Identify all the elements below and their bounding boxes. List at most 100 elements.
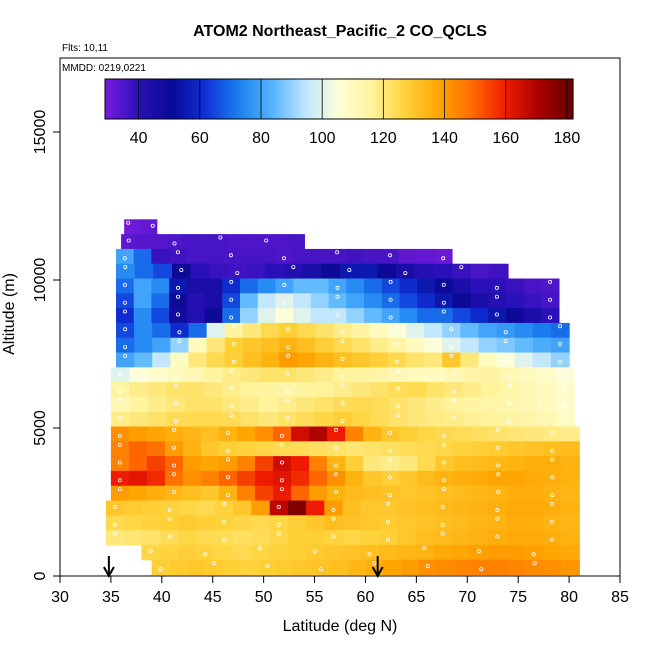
colorbar-segment <box>322 79 326 119</box>
heatmap-cell <box>182 470 202 487</box>
heatmap-cell <box>414 263 434 280</box>
colorbar-segment <box>528 79 532 119</box>
heatmap-cell <box>309 470 328 487</box>
heatmap-cell <box>243 234 260 250</box>
x-tick-label: 70 <box>458 589 476 606</box>
sample-point <box>548 315 553 320</box>
heatmap-cell <box>129 382 149 398</box>
heatmap-cell <box>105 530 125 546</box>
heatmap-cell <box>490 559 509 576</box>
heatmap-cell <box>537 367 557 383</box>
heatmap-cell <box>444 396 464 413</box>
colorbar-segment <box>142 79 146 119</box>
heatmap-cell <box>453 485 472 502</box>
heatmap-cell <box>124 500 143 516</box>
heatmap-cell <box>424 322 443 339</box>
sample-point <box>229 404 234 409</box>
sample-point <box>335 294 340 299</box>
colorbar-segment <box>481 79 485 119</box>
colorbar-segment <box>341 79 345 119</box>
sample-point <box>264 238 269 243</box>
heatmap-cell <box>251 515 271 531</box>
heatmap-cell <box>363 485 382 502</box>
heatmap-cell <box>222 367 242 383</box>
heatmap-cell <box>142 500 162 516</box>
sample-point <box>550 519 555 524</box>
sample-point <box>171 472 176 477</box>
heatmap-cell <box>269 544 288 561</box>
colorbar-segment <box>252 79 256 119</box>
heatmap-cell <box>164 470 184 487</box>
heatmap-cell <box>500 382 520 398</box>
heatmap-cell <box>132 219 142 235</box>
heatmap-cell <box>561 456 580 472</box>
sample-point <box>118 416 123 421</box>
sample-point <box>340 330 345 335</box>
colorbar-segment <box>303 79 307 119</box>
colorbar-tick-label: 140 <box>431 130 458 147</box>
sample-point <box>158 567 163 572</box>
heatmap-cell <box>116 308 135 324</box>
heatmap-cell <box>310 278 330 294</box>
sample-point <box>459 265 464 270</box>
heatmap-cell <box>203 382 223 398</box>
heatmap-cell <box>140 219 150 235</box>
heatmap-cell <box>259 396 279 413</box>
heatmap-cell <box>417 308 436 324</box>
colorbar-segment <box>261 79 265 119</box>
heatmap-cell <box>306 530 325 546</box>
colorbar-segment <box>285 79 289 119</box>
colorbar-segment <box>357 79 361 119</box>
heatmap-cell <box>453 441 472 457</box>
sample-point <box>177 339 182 344</box>
heatmap-cell <box>151 278 170 294</box>
colorbar-segment <box>409 79 413 119</box>
colorbar-segment <box>229 79 232 119</box>
sample-point <box>449 327 454 332</box>
sample-point <box>440 504 445 509</box>
sample-point <box>228 253 233 258</box>
colorbar-segment <box>343 79 347 119</box>
heatmap-cell <box>542 500 562 516</box>
heatmap-cell <box>399 278 418 294</box>
heatmap-cell <box>416 248 435 265</box>
sample-point <box>276 504 281 509</box>
colorbar-segment <box>477 79 480 119</box>
heatmap-cell <box>327 426 346 442</box>
sample-point <box>122 256 127 261</box>
colorbar-segment <box>371 79 375 119</box>
heatmap-cell <box>363 456 382 472</box>
colorbar-segment <box>381 79 385 119</box>
heatmap-cell <box>147 396 168 413</box>
heatmap-cell <box>397 500 416 516</box>
heatmap-cell <box>471 426 490 442</box>
heatmap-cell <box>507 441 526 457</box>
heatmap-cell <box>417 441 436 457</box>
colorbar-segment <box>537 79 541 119</box>
heatmap-cell <box>116 352 135 368</box>
sample-point <box>494 285 499 290</box>
colorbar-segment <box>222 79 225 119</box>
heatmap-cell <box>239 248 259 265</box>
heatmap-cell <box>415 530 435 546</box>
colorbar-segment <box>196 79 200 119</box>
heatmap-cell <box>470 293 489 309</box>
colorbar-segment <box>301 79 305 119</box>
heatmap-cell <box>196 530 216 546</box>
heatmap-cell <box>146 485 166 502</box>
sample-point <box>334 463 339 468</box>
sample-point <box>173 383 178 388</box>
heatmap-cell <box>293 293 312 309</box>
colorbar-segment <box>516 79 520 119</box>
heatmap-cell <box>287 515 307 531</box>
colorbar-segment <box>123 79 127 119</box>
heatmap-cell <box>453 426 472 442</box>
heatmap-cell <box>147 382 168 398</box>
heatmap-cell <box>481 396 501 413</box>
heatmap-cell <box>129 411 149 428</box>
sample-point <box>340 339 345 344</box>
colorbar-segment <box>453 79 457 119</box>
heatmap-cell <box>523 278 542 294</box>
heatmap-cell <box>481 367 501 383</box>
sample-point <box>451 416 456 421</box>
